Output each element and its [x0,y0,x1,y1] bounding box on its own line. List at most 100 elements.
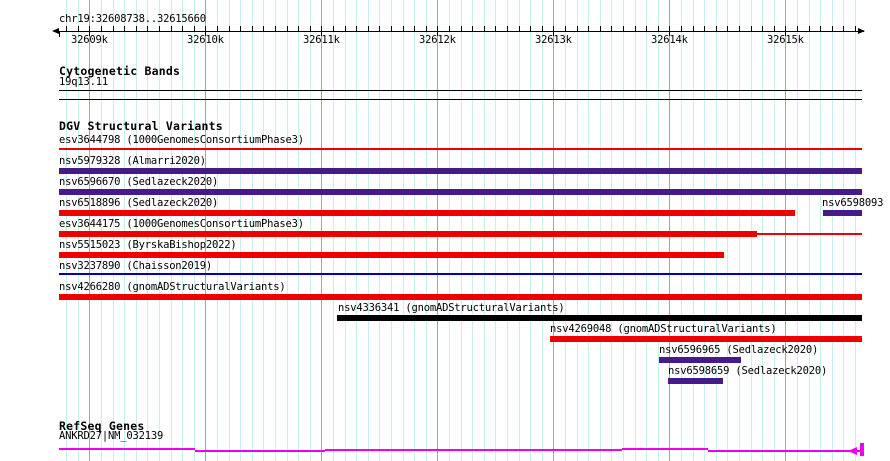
ruler-minor-tick [716,26,717,31]
cytoband-section-title: Cytogenetic Bands [59,64,181,78]
grid-line-minor [275,0,276,461]
ruler-minor-tick [426,26,427,31]
ruler-minor-tick [217,26,218,31]
ruler-minor-tick [287,26,288,31]
grid-line-minor [704,0,706,461]
ruler-minor-tick [124,26,125,31]
ruler-minor-tick [611,26,612,31]
ruler-minor-tick [461,26,462,31]
grid-line-minor [251,0,253,461]
gene-name[interactable]: ANKRD27|NM_032139 [59,430,164,442]
ruler-minor-tick [66,26,67,31]
ruler-minor-tick [368,26,369,31]
variant-label[interactable]: esv3644798 (1000GenomesConsortiumPhase3) [59,134,304,146]
ruler-minor-tick [681,26,682,31]
ruler-minor-tick [298,26,299,31]
variant-label[interactable]: nsv6518896 (Sedlazeck2020) [59,197,219,209]
variant-label[interactable]: nsv5979328 (Almarri2020) [59,155,206,167]
variant-label[interactable]: esv3644175 (1000GenomesConsortiumPhase3) [59,218,304,230]
variant-label[interactable]: nsv6596670 (Sedlazeck2020) [59,176,219,188]
variant-bar[interactable] [59,148,862,150]
ruler-minor-tick [774,26,775,31]
ruler-major-tick [437,26,438,36]
ruler-minor-tick [147,26,148,31]
variant-bar[interactable] [59,168,862,174]
variant-label[interactable]: nsv3237890 (Chaisson2019) [59,260,213,272]
variant-bar[interactable] [59,294,862,300]
grid-line-minor [240,0,242,461]
gene-line-segment[interactable] [195,450,325,452]
grid-line-minor [623,0,624,461]
variant-bar[interactable] [823,210,862,216]
grid-line-minor [391,0,392,461]
variant-bar[interactable] [59,273,862,275]
grid-line-minor [425,0,427,461]
grid-line-minor [170,0,172,461]
grid-line-minor [367,0,369,461]
grid-line-minor [182,0,184,461]
ruler-minor-tick [333,26,334,31]
grid-line-minor [808,0,810,461]
grid-line-minor [112,0,114,461]
grid-line-minor [762,0,764,461]
variant-bar[interactable] [59,189,862,195]
ruler-minor-tick [646,26,647,31]
cytoband-bottom-line [59,99,862,100]
variant-bar[interactable] [668,378,723,384]
region-label: chr19:32608738..32615660 [59,13,206,25]
ruler-minor-tick [832,26,833,31]
variant-bar[interactable] [59,231,757,237]
ruler-minor-tick [495,26,496,31]
grid-line-major [553,0,555,461]
grid-line-minor [66,0,68,461]
ruler-minor-tick [635,26,636,31]
ruler-minor-tick [693,26,694,31]
ruler-minor-tick [820,26,821,31]
variant-bar[interactable] [550,336,862,342]
variant-bar[interactable] [59,252,724,258]
gene-line-segment[interactable] [325,449,622,451]
cytoband-top-line [59,90,862,91]
gene-line-segment[interactable] [622,448,708,450]
variant-label[interactable]: nsv4266280 (gnomADStructuralVariants) [59,281,286,293]
grid-line-minor [855,0,856,461]
grid-line-minor [657,0,659,461]
gene-line-segment[interactable] [59,448,195,450]
variant-bar[interactable] [757,233,862,235]
ruler-tick-label: 32612k [419,34,456,46]
grid-line-minor [611,0,613,461]
ruler-minor-tick [658,26,659,31]
variant-label[interactable]: nsv4269048 (gnomADStructuralVariants) [550,323,777,335]
ruler-minor-tick [588,26,589,31]
grid-line-minor [356,0,358,461]
ruler-minor-tick [739,26,740,31]
ruler-minor-tick [240,26,241,31]
grid-line-minor [193,0,195,461]
grid-line-minor [414,0,416,461]
grid-line-minor [507,0,508,461]
ruler-minor-tick [310,26,311,31]
ruler-major-tick [553,26,554,36]
grid-line-minor [843,0,845,461]
variant-label[interactable]: nsv4336341 (gnomADStructuralVariants) [338,302,565,314]
ruler-major-tick [669,26,670,36]
ruler-minor-tick [414,26,415,31]
grid-line-major [89,0,91,461]
ruler-tick-label: 32610k [187,34,224,46]
variant-label[interactable]: nsv6598093 [822,197,884,209]
variant-label[interactable]: nsv6598659 (Sedlazeck2020) [668,365,828,377]
grid-line-minor [681,0,682,461]
dgv-section-title: DGV Structural Variants [59,119,223,133]
grid-line-minor [333,0,334,461]
variant-bar[interactable] [337,315,862,321]
variant-label[interactable]: nsv6596965 (Sedlazeck2020) [659,344,819,356]
variant-bar[interactable] [59,210,795,216]
ruler-tick-label: 32609k [71,34,108,46]
grid-line-minor [135,0,137,461]
ruler-minor-tick [379,26,380,31]
variant-bar[interactable] [659,357,741,363]
gene-line-segment[interactable] [708,450,862,452]
ruler-minor-tick [194,26,195,31]
variant-label[interactable]: nsv5515023 (ByrskaBishop2022) [59,239,237,251]
grid-line-minor [286,0,288,461]
